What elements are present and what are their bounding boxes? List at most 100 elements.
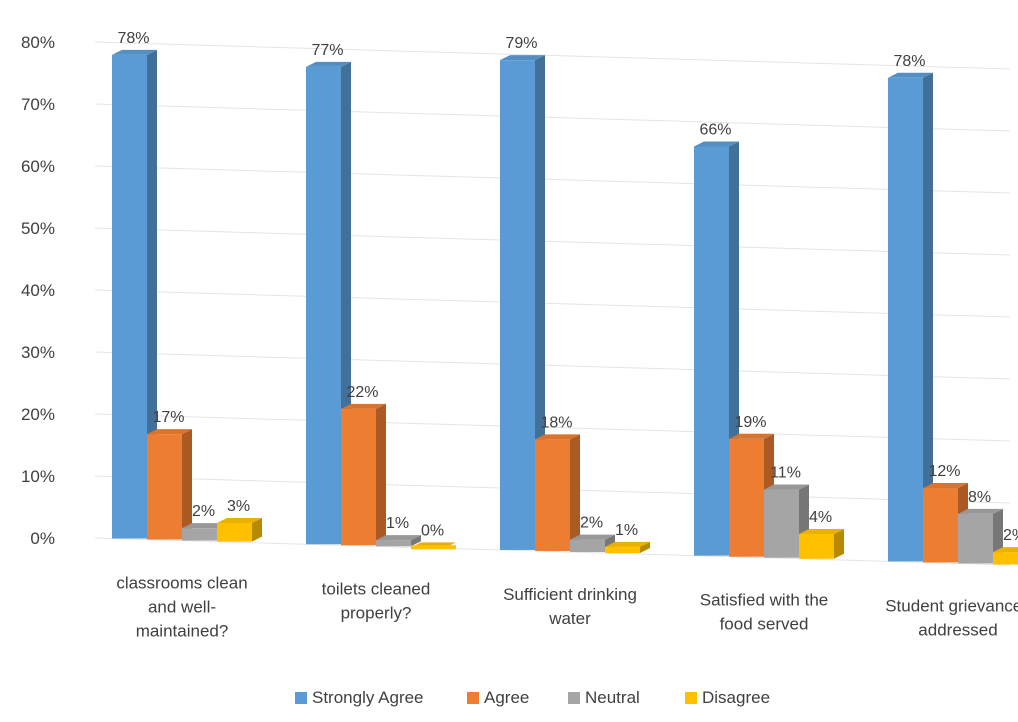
data-label: 2% bbox=[192, 503, 215, 520]
bar-neutral bbox=[376, 540, 411, 547]
bar-agree bbox=[729, 438, 764, 557]
bar-disagree bbox=[217, 523, 252, 542]
category-label: classrooms clean bbox=[116, 574, 247, 593]
y-tick-label: 60% bbox=[21, 157, 55, 176]
x-axis: classrooms clean and well-maintained? toil… bbox=[116, 574, 1018, 641]
category-label: addressed bbox=[918, 620, 997, 639]
bar-side bbox=[147, 49, 157, 539]
y-tick-label: 70% bbox=[21, 95, 55, 114]
gridline bbox=[94, 103, 1011, 132]
bar-side bbox=[640, 541, 650, 554]
category-label: water bbox=[548, 609, 591, 628]
legend: Strongly Agree Agree Neutral Disagree bbox=[295, 688, 770, 707]
bar-top bbox=[958, 508, 1003, 514]
data-label: 4% bbox=[809, 509, 832, 526]
bar-agree bbox=[341, 408, 376, 546]
y-tick-label: 40% bbox=[21, 281, 55, 300]
y-tick-label: 30% bbox=[21, 343, 55, 362]
bar-side bbox=[570, 434, 580, 551]
bar-top bbox=[923, 483, 968, 489]
data-label: 2% bbox=[580, 515, 603, 532]
y-tick-label: 20% bbox=[21, 405, 55, 424]
category-label: and well- bbox=[148, 598, 216, 617]
bar-side bbox=[182, 429, 192, 540]
data-label: 78% bbox=[893, 53, 925, 70]
category-label: food served bbox=[720, 615, 809, 634]
legend-label: Strongly Agree bbox=[312, 688, 424, 707]
bar-side bbox=[376, 403, 386, 546]
bar-neutral bbox=[182, 528, 217, 541]
data-label: 18% bbox=[540, 414, 572, 431]
bar-top bbox=[888, 72, 933, 78]
bar-top bbox=[993, 547, 1018, 553]
bar-top bbox=[570, 534, 615, 540]
bar-disagree bbox=[799, 533, 834, 559]
bar-top bbox=[799, 528, 844, 534]
bar-agree bbox=[923, 488, 958, 563]
gridline bbox=[94, 413, 1011, 442]
data-labels: 78% 17% 2% 3% 77% 22% 1% 0% 79% 18% 2% 1% 66% 19% 11% 4… bbox=[117, 30, 1018, 544]
bar-top bbox=[147, 429, 192, 435]
legend-swatch bbox=[568, 692, 580, 704]
bar-top bbox=[535, 434, 580, 440]
data-label: 19% bbox=[734, 414, 766, 431]
bar-side bbox=[834, 528, 844, 559]
y-tick-label: 0% bbox=[30, 529, 55, 548]
category-label: maintained? bbox=[136, 622, 229, 641]
data-label: 12% bbox=[928, 463, 960, 480]
data-label: 8% bbox=[968, 489, 991, 506]
bar-top bbox=[500, 55, 545, 61]
gridline bbox=[94, 165, 1011, 194]
bar-top bbox=[694, 141, 739, 147]
gridline bbox=[94, 537, 1011, 566]
gridlines bbox=[94, 41, 1011, 566]
data-label: 3% bbox=[227, 498, 250, 515]
data-label: 0% bbox=[421, 522, 444, 539]
data-label: 78% bbox=[117, 30, 149, 47]
legend-swatch bbox=[685, 692, 697, 704]
category-label: toilets cleaned bbox=[322, 579, 431, 598]
bar-agree bbox=[147, 434, 182, 540]
gridline bbox=[94, 227, 1011, 256]
gridline bbox=[94, 351, 1011, 380]
legend-label: Agree bbox=[484, 688, 529, 707]
data-label: 1% bbox=[386, 515, 409, 532]
bar-strongly-agree bbox=[500, 60, 535, 550]
y-axis: 0% 10% 20% 30% 40% 50% 60% 70% 80% bbox=[21, 33, 55, 548]
bar-top bbox=[341, 403, 386, 409]
bar-neutral bbox=[570, 539, 605, 553]
data-label: 2% bbox=[1003, 527, 1018, 544]
y-tick-label: 50% bbox=[21, 219, 55, 238]
bar-strongly-agree bbox=[888, 77, 923, 562]
gridline bbox=[94, 289, 1011, 318]
legend-label: Neutral bbox=[585, 688, 640, 707]
bar-top bbox=[605, 541, 650, 547]
bar-disagree-flat bbox=[411, 545, 456, 550]
bar-strongly-agree bbox=[306, 66, 341, 545]
bar-top bbox=[729, 433, 774, 439]
legend-swatch bbox=[295, 692, 307, 704]
data-label: 17% bbox=[152, 409, 184, 426]
bar-side bbox=[252, 518, 262, 542]
bars bbox=[112, 49, 1018, 565]
bar-top bbox=[764, 484, 809, 490]
y-tick-label: 80% bbox=[21, 33, 55, 52]
category-label: Satisfied with the bbox=[700, 591, 829, 610]
gridline bbox=[94, 41, 1011, 70]
bar-side bbox=[411, 535, 421, 547]
legend-label: Disagree bbox=[702, 688, 770, 707]
bar-side bbox=[535, 55, 545, 550]
category-label: properly? bbox=[341, 603, 412, 622]
bar-neutral bbox=[958, 513, 993, 564]
data-label: 66% bbox=[699, 121, 731, 138]
data-label: 1% bbox=[615, 522, 638, 539]
data-label: 79% bbox=[505, 35, 537, 52]
bar-disagree bbox=[993, 552, 1018, 565]
y-tick-label: 10% bbox=[21, 467, 55, 486]
bar-neutral bbox=[764, 489, 799, 558]
data-label: 11% bbox=[770, 465, 801, 482]
data-label: 77% bbox=[311, 42, 343, 59]
category-label: Sufficient drinking bbox=[503, 585, 637, 604]
data-label: 22% bbox=[346, 384, 378, 401]
